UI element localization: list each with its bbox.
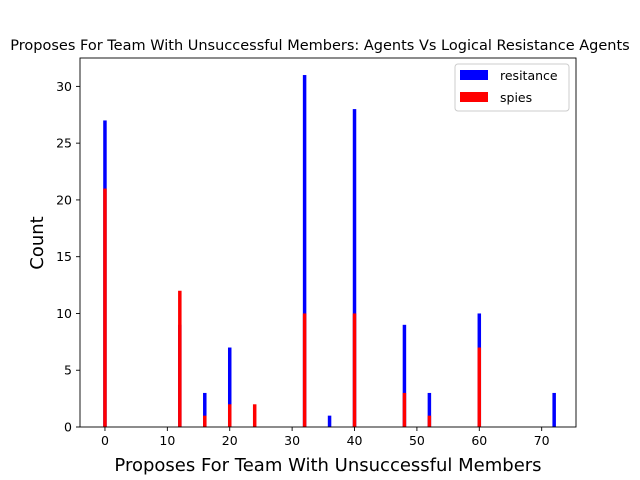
legend-label-spies: spies	[500, 90, 532, 105]
bar-resitance-20	[227, 347, 232, 427]
x-tick-label: 70	[534, 433, 550, 448]
x-tick-label: 60	[471, 433, 487, 448]
legend-swatch-resitance	[460, 70, 488, 80]
x-tick-label: 50	[409, 433, 425, 448]
bar-spies-16	[203, 415, 207, 427]
bar-spies-12	[178, 290, 182, 427]
legend: resitance spies	[454, 63, 570, 112]
bar-resitance-48	[402, 324, 407, 427]
bar-spies-52	[427, 415, 432, 427]
legend-label-resitance: resitance	[500, 68, 558, 83]
bar-spies-20	[227, 404, 232, 427]
y-tick-label: 5	[64, 363, 72, 378]
bar-resitance-36	[327, 415, 332, 427]
chart-title: Proposes For Team With Unsuccessful Memb…	[10, 38, 629, 54]
y-tick-label: 10	[56, 306, 72, 321]
bar-resitance-16	[203, 392, 207, 427]
x-tick-label: 10	[159, 433, 175, 448]
legend-swatch-spies	[460, 92, 488, 102]
y-tick-label: 25	[56, 136, 72, 151]
x-tick-label: 20	[222, 433, 238, 448]
y-tick-label: 15	[56, 249, 72, 264]
x-axis-label: Proposes For Team With Unsuccessful Memb…	[114, 455, 541, 476]
x-tick-label: 40	[347, 433, 363, 448]
plot-frame	[79, 57, 577, 428]
bar-spies-48	[402, 392, 407, 427]
x-tick-label: 0	[101, 433, 109, 448]
y-tick-label: 30	[56, 79, 72, 94]
bar-resitance-40	[352, 109, 357, 427]
y-axis-ticks: 0 5 10 15 20 25 30	[56, 79, 80, 435]
x-tick-label: 30	[284, 433, 300, 448]
y-tick-label: 20	[56, 192, 72, 207]
bar-resitance-32	[302, 75, 307, 428]
bar-spies-60	[477, 347, 482, 427]
plot-area: 0 5 10 15 20 25 30 0 10 20 30 40 50 60 70	[56, 57, 577, 448]
bar-spies-24	[252, 404, 257, 427]
bar-resitance-72	[552, 392, 556, 427]
bar-spies-40	[352, 313, 357, 427]
y-axis-label: Count	[27, 216, 48, 269]
bars-group	[103, 75, 556, 428]
x-axis-ticks: 0 10 20 30 40 50 60 70	[101, 427, 550, 448]
bar-resitance-52	[427, 392, 432, 427]
bar-spies-0	[103, 188, 107, 427]
y-tick-label: 0	[64, 420, 72, 435]
bar-spies-32	[302, 313, 307, 427]
